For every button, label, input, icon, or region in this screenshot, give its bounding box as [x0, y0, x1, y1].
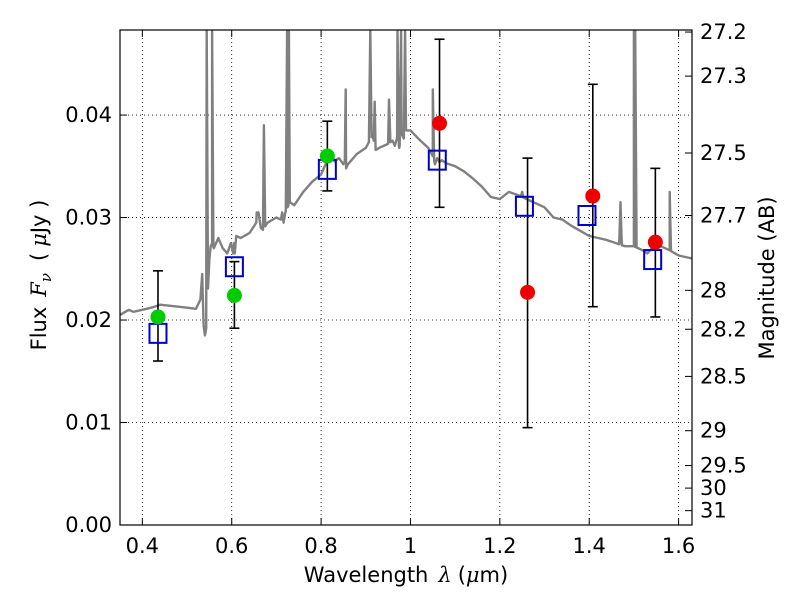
model-flux-square [224, 256, 244, 278]
x-tick-label: 1.2 [483, 534, 516, 558]
x-tick-label: 1.6 [662, 534, 695, 558]
model-flux-square [643, 249, 663, 271]
mag-tick-label: 27.7 [700, 203, 747, 227]
mag-tick-label: 28.2 [700, 317, 747, 341]
mag-tick-label: 29 [700, 419, 727, 443]
plot-area [120, 30, 692, 429]
mag-tick-label: 28 [700, 278, 727, 302]
model-flux-square [427, 149, 447, 171]
mag-tick-label: 27.5 [700, 141, 747, 165]
model-flux-square [514, 195, 534, 217]
y-tick-label: 0.03 [65, 206, 112, 230]
y-tick-label: 0.01 [65, 411, 112, 435]
observed-flux-point [319, 148, 335, 164]
mag-tick-label: 29.5 [700, 454, 747, 478]
x-tick-label: 0.8 [304, 534, 337, 558]
observed-flux-point [647, 234, 663, 250]
model-spectrum-line [120, 30, 692, 337]
mag-tick-label: 27.3 [700, 64, 747, 88]
observed-flux-point [520, 284, 536, 300]
x-tick-label: 1.4 [573, 534, 606, 558]
model-flux-square [577, 204, 597, 226]
mag-tick-label: 27.2 [700, 20, 747, 44]
plot-frame [119, 29, 693, 526]
y-tick-label: 0.02 [65, 308, 112, 332]
mag-tick-label: 30 [700, 476, 727, 500]
observed-flux-point [432, 115, 448, 131]
x-tick-label: 0.4 [126, 534, 159, 558]
x-tick-label: 0.6 [215, 534, 248, 558]
x-tick-label: 1 [404, 534, 417, 558]
observed-flux-point [226, 287, 242, 303]
x-axis-label: Wavelength λ (μm) [304, 563, 508, 587]
mag-tick-label: 28.5 [700, 364, 747, 388]
axis-ticks: 0.4 0.6 0.8 1 1.2 1.4 1.6 0.00 0.01 0.02 0.03 0.04 2… [65, 20, 747, 558]
y-tick-label: 0.04 [65, 103, 112, 127]
observed-flux-point [585, 188, 601, 204]
mag-tick-label: 31 [700, 499, 727, 523]
y-tick-label: 0.00 [65, 513, 112, 537]
y-axis-label: FluxFν(μJy ) [27, 200, 55, 351]
y-axis-right-label: Magnitude (AB) [755, 196, 779, 359]
grid [120, 30, 692, 525]
observed-flux-point [150, 309, 166, 325]
